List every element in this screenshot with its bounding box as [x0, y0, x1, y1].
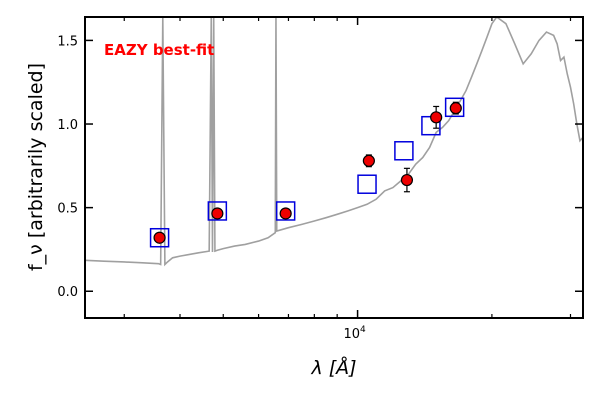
- y-tick-label-3: 1.5: [57, 34, 78, 49]
- observed-point-6: [449, 101, 462, 115]
- observed-point-4: [400, 167, 414, 193]
- y-tick-label-1: 0.5: [57, 202, 78, 217]
- observed-point-1: [211, 207, 224, 220]
- model-square-0: [149, 227, 170, 248]
- y-axis-title: f_ν [arbitrarily scaled]: [25, 63, 47, 271]
- axis-ticks-layer: 0.0 0.5 1.0 1.5 104: [57, 17, 583, 342]
- observed-point-5: [430, 105, 443, 129]
- model-photometry-layer: [149, 97, 465, 248]
- observed-marker-0: [153, 231, 166, 244]
- observed-photometry-layer: [153, 101, 462, 244]
- model-square-1: [207, 201, 228, 221]
- observed-marker-2: [279, 207, 292, 220]
- template-spectrum-layer: [85, 17, 583, 267]
- observed-point-0: [153, 231, 166, 244]
- y-tick-label-0: 0.0: [57, 285, 78, 300]
- observed-marker-1: [211, 207, 224, 220]
- model-square-3: [357, 174, 377, 194]
- observed-marker-3: [362, 154, 375, 167]
- observed-marker-5: [430, 111, 443, 124]
- model-square-2: [275, 201, 296, 221]
- observed-point-3: [362, 154, 375, 168]
- eazy-annotation: EAZY best-fit: [104, 41, 214, 59]
- model-square-4: [394, 141, 414, 161]
- x-axis-title: λ [Å]: [310, 356, 356, 379]
- y-tick-label-2: 1.0: [57, 118, 78, 133]
- plot-frame: [84, 16, 584, 319]
- x-tick-label-0: 104: [343, 325, 366, 342]
- observed-point-2: [279, 207, 292, 220]
- model-square-6: [444, 97, 465, 118]
- observed-marker-4: [400, 173, 414, 187]
- template-spectrum-line: [85, 17, 583, 267]
- observed-marker-6: [449, 102, 462, 115]
